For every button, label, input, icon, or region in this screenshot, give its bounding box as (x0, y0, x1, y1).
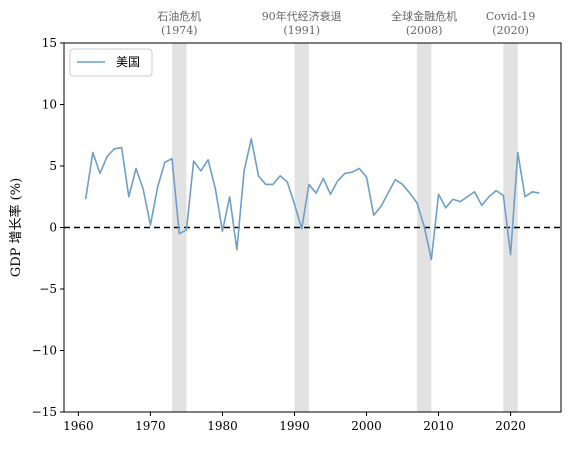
y-tick-label: 0 (49, 221, 57, 235)
legend: 美国 (70, 49, 152, 76)
x-tick-label: 1990 (279, 419, 310, 433)
y-axis-label: GDP 增长率 (%) (8, 178, 24, 277)
event-labels: 石油危机(1974) 90年代经济衰退(1991) 全球金融危机(2008) Covi… (157, 9, 535, 37)
x-tick-label: 1970 (135, 419, 166, 433)
x-tick-label: 2010 (423, 419, 454, 433)
axes: 1960 1970 1980 1990 2000 2010 2020 −15 −10 −5 0 5 10… (8, 36, 561, 433)
event-year-label: (1991) (283, 24, 320, 37)
y-tick-label: 15 (42, 36, 57, 50)
event-label: Covid-19 (486, 10, 536, 23)
event-label: 90年代经济衰退 (262, 9, 342, 23)
y-tick-label: −15 (32, 405, 57, 419)
y-tick-label: 5 (49, 159, 57, 173)
legend-entry-label: 美国 (116, 55, 140, 69)
y-tick-label: −10 (32, 344, 57, 358)
event-year-label: (2020) (492, 24, 529, 37)
y-tick-label: −5 (39, 282, 57, 296)
series-line (86, 139, 540, 260)
x-tick-label: 1960 (63, 419, 94, 433)
series-layer (64, 139, 561, 260)
y-tick-label: 10 (42, 98, 57, 112)
x-tick-label: 1980 (207, 419, 238, 433)
x-tick-label: 2000 (351, 419, 382, 433)
event-label: 全球金融危机 (391, 9, 457, 23)
event-year-label: (1974) (161, 24, 198, 37)
event-label: 石油危机 (157, 9, 201, 23)
x-tick-label: 2020 (495, 419, 526, 433)
event-year-label: (2008) (406, 24, 443, 37)
